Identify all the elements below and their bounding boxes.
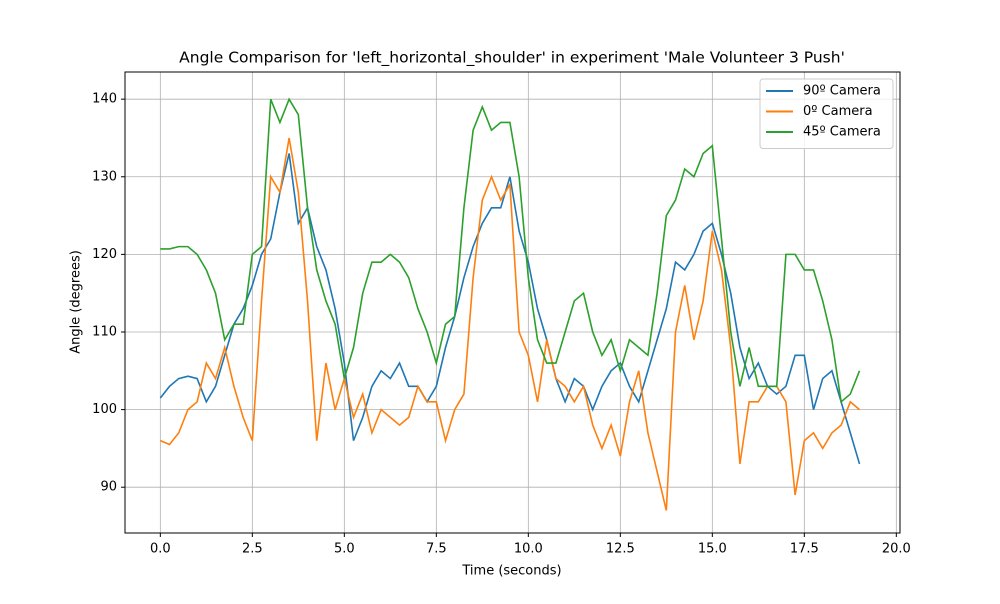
x-tick-label: 17.5	[790, 542, 819, 557]
y-tick-label: 140	[92, 92, 117, 107]
data-line	[159, 153, 861, 465]
y-tick-label: 120	[92, 247, 117, 262]
x-tick-label: 0.0	[150, 542, 171, 557]
legend-label: 0º Camera	[803, 104, 873, 119]
y-tick-label: 90	[100, 480, 117, 495]
x-tick-label: 15.0	[698, 542, 727, 557]
plot-frame	[124, 71, 901, 534]
x-tick-label: 2.5	[242, 542, 263, 557]
x-axis-label: Time (seconds)	[461, 564, 561, 579]
y-axis-label: Angle (degrees)	[69, 250, 84, 354]
data-line	[160, 97, 861, 404]
data-line	[160, 137, 861, 511]
x-tick-label: 20.0	[882, 542, 911, 557]
x-tick-label: 5.0	[334, 542, 355, 557]
legend-label: 45º Camera	[803, 125, 881, 140]
x-tick-label: 12.5	[606, 542, 635, 557]
y-tick-label: 110	[92, 324, 117, 339]
y-tick-label: 100	[92, 402, 117, 417]
y-tick-label: 130	[92, 169, 117, 184]
x-tick-label: 10.0	[514, 542, 543, 557]
legend-label: 90º Camera	[803, 84, 881, 99]
legend-box	[759, 78, 894, 149]
chart-title: Angle Comparison for 'left_horizontal_sh…	[179, 49, 845, 68]
x-tick-label: 7.5	[426, 542, 447, 557]
